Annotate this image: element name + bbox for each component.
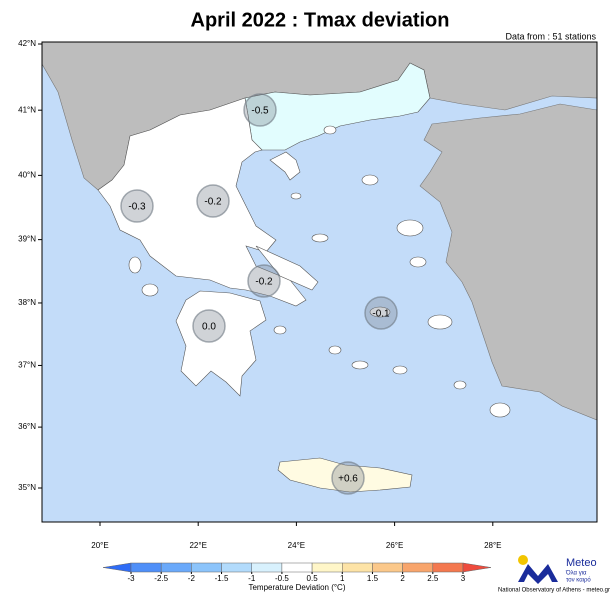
lat-tick-label: 41°N — [18, 105, 36, 114]
lon-tick-label: 24°E — [288, 541, 305, 550]
region-peloponnese — [175, 290, 267, 397]
lat-tick-label: 39°N — [18, 235, 36, 244]
colorbar-segment — [281, 562, 313, 573]
colorbar-tick-label: -1 — [248, 574, 256, 583]
logo: Meteo Όλα για τον καιρό — [518, 555, 597, 584]
colorbar-segment — [311, 562, 343, 573]
lat-tick-label: 40°N — [18, 170, 36, 179]
region-value-label: 0.0 — [202, 322, 216, 333]
region-value-circle — [247, 264, 281, 298]
region-value-label: -0.5 — [251, 106, 269, 117]
land-east — [419, 103, 598, 421]
islands — [128, 125, 511, 418]
lat-tick-label: 42°N — [18, 39, 36, 48]
region-value-label: -0.2 — [204, 197, 222, 208]
colorbar-tick-label: 3 — [461, 574, 466, 583]
lon-tick-label: 28°E — [484, 541, 501, 550]
lat-tick-label: 35°N — [18, 483, 36, 492]
colorbar-tick-label: 1.5 — [367, 574, 379, 583]
colorbar-tick-label: -2 — [188, 574, 196, 583]
region-value-circle — [192, 309, 226, 343]
lat-tick-label: 37°N — [18, 361, 36, 370]
region-value-label: -0.1 — [372, 309, 390, 320]
region-value-label: -0.3 — [128, 202, 146, 213]
logo-sun — [518, 555, 528, 565]
colorbar-tick-label: 0.5 — [307, 574, 319, 583]
logo-name: Meteo — [566, 557, 597, 569]
subtitle: Data from : 51 stations — [505, 31, 596, 41]
map — [41, 41, 598, 523]
colorbar-tick-label: -0.5 — [275, 574, 289, 583]
region-value-circle — [331, 461, 365, 495]
region-value-label: +0.6 — [338, 474, 358, 485]
title: April 2022 : Tmax deviation — [191, 9, 450, 31]
colorbar-tick-label: -2.5 — [154, 574, 168, 583]
colorbar-tick-label: -1.5 — [215, 574, 229, 583]
region-value-circle — [364, 296, 398, 330]
lat-tick-label: 36°N — [18, 422, 36, 431]
colorbar-tick-label: 1 — [340, 574, 345, 583]
region-value-label: -0.2 — [255, 277, 273, 288]
colorbar-tick-label: -3 — [127, 574, 135, 583]
colorbar-end — [102, 562, 132, 573]
region-value-circle — [243, 93, 277, 127]
colorbar-segment — [372, 562, 403, 573]
colorbar-segment — [342, 562, 373, 573]
colorbar-segment — [402, 562, 434, 573]
logo-mark — [518, 564, 558, 584]
colorbar-tick-label: 2 — [400, 574, 405, 583]
colorbar-end — [462, 562, 492, 573]
colorbar-segment — [432, 562, 464, 573]
map-frame — [41, 41, 598, 523]
colorbar-segment — [130, 562, 162, 573]
region-mainland — [97, 97, 307, 307]
region-value-circle — [196, 184, 230, 218]
footer: National Observatory of Athens - meteo.g… — [498, 588, 610, 594]
colorbar-segment — [251, 562, 283, 573]
logo-tagline: τον καιρό — [566, 577, 591, 584]
lat-tick-label: 38°N — [18, 298, 36, 307]
lon-tick-label: 26°E — [386, 541, 403, 550]
colorbar-tick-label: 2.5 — [427, 574, 439, 583]
lon-tick-label: 22°E — [189, 541, 206, 550]
colorbar-segment — [221, 562, 252, 573]
region-chalkidiki — [269, 151, 301, 181]
colorbar-title: Temperature Deviation (°C) — [248, 583, 345, 592]
colorbar-segment — [191, 562, 222, 573]
logo-tagline: Όλα για — [565, 571, 587, 577]
region-value-circle — [120, 189, 154, 223]
lon-tick-label: 20°E — [91, 541, 108, 550]
colorbar-segment — [160, 562, 192, 573]
